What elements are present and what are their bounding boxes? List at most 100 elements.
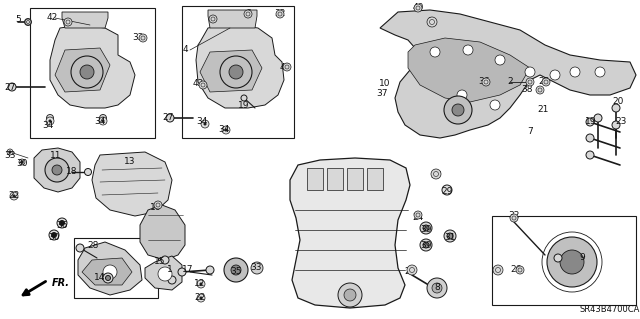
Circle shape — [46, 117, 54, 125]
Bar — [347, 168, 363, 190]
Circle shape — [80, 65, 94, 79]
Text: SR43B4700CA: SR43B4700CA — [580, 306, 640, 315]
Circle shape — [338, 283, 362, 307]
Circle shape — [197, 280, 205, 288]
Circle shape — [414, 4, 422, 12]
Circle shape — [200, 297, 202, 299]
Text: 32: 32 — [132, 33, 144, 42]
Text: 7: 7 — [527, 128, 533, 137]
Text: 26: 26 — [510, 265, 522, 275]
Circle shape — [550, 70, 560, 80]
Polygon shape — [290, 158, 410, 308]
Circle shape — [423, 242, 429, 248]
Circle shape — [536, 86, 544, 94]
Text: 19: 19 — [585, 117, 596, 127]
Circle shape — [570, 67, 580, 77]
Circle shape — [168, 276, 176, 284]
Circle shape — [45, 158, 69, 182]
Circle shape — [493, 265, 503, 275]
Circle shape — [47, 115, 54, 122]
Circle shape — [447, 233, 453, 239]
Text: 22: 22 — [195, 293, 205, 302]
Bar — [74, 238, 158, 298]
Circle shape — [510, 214, 518, 222]
Circle shape — [231, 265, 241, 275]
Circle shape — [490, 100, 500, 110]
Circle shape — [49, 120, 51, 122]
Polygon shape — [50, 25, 135, 108]
Text: 26: 26 — [404, 268, 416, 277]
Circle shape — [161, 256, 169, 264]
Circle shape — [414, 211, 422, 219]
Text: 4: 4 — [182, 46, 188, 55]
Text: 1: 1 — [167, 265, 173, 275]
Polygon shape — [145, 256, 182, 290]
Circle shape — [197, 294, 205, 302]
Circle shape — [222, 126, 230, 134]
Circle shape — [444, 230, 456, 242]
Circle shape — [344, 289, 356, 301]
Circle shape — [595, 67, 605, 77]
Polygon shape — [196, 24, 284, 108]
Text: 20: 20 — [612, 98, 624, 107]
Text: 19: 19 — [238, 101, 250, 110]
Circle shape — [10, 192, 18, 200]
Polygon shape — [78, 242, 142, 295]
Circle shape — [51, 233, 56, 238]
Polygon shape — [208, 10, 257, 28]
Text: 2: 2 — [507, 78, 513, 86]
Circle shape — [225, 129, 227, 131]
Circle shape — [560, 250, 584, 274]
Polygon shape — [62, 12, 108, 28]
Circle shape — [19, 159, 25, 165]
Circle shape — [7, 149, 13, 155]
Circle shape — [76, 244, 84, 252]
Text: 6: 6 — [245, 10, 251, 19]
Text: 27: 27 — [163, 113, 173, 122]
Circle shape — [57, 218, 67, 228]
Circle shape — [209, 15, 217, 23]
Polygon shape — [140, 205, 185, 260]
Circle shape — [60, 220, 65, 226]
Text: 32: 32 — [508, 211, 520, 220]
Circle shape — [24, 19, 31, 26]
Circle shape — [423, 225, 429, 231]
Text: 29: 29 — [442, 188, 452, 197]
Circle shape — [427, 278, 447, 298]
Text: FR.: FR. — [52, 278, 70, 288]
Text: 34: 34 — [42, 122, 54, 130]
Text: 14: 14 — [94, 273, 106, 283]
Circle shape — [526, 78, 534, 86]
Text: 36: 36 — [56, 221, 68, 231]
Circle shape — [251, 262, 263, 274]
Bar — [30, 8, 155, 138]
Text: 42: 42 — [46, 13, 58, 23]
Circle shape — [220, 56, 252, 88]
Text: 24: 24 — [412, 213, 424, 222]
Circle shape — [283, 63, 291, 71]
Text: 25: 25 — [538, 78, 550, 86]
Circle shape — [20, 161, 23, 163]
Text: 11: 11 — [51, 151, 61, 160]
Text: 5: 5 — [15, 16, 21, 25]
Text: 22: 22 — [8, 191, 20, 201]
Circle shape — [103, 265, 117, 279]
Polygon shape — [82, 258, 132, 285]
Circle shape — [442, 185, 452, 195]
Bar — [492, 216, 636, 305]
Polygon shape — [34, 148, 80, 192]
Circle shape — [25, 19, 31, 25]
Circle shape — [554, 254, 562, 262]
Circle shape — [139, 34, 147, 42]
Circle shape — [594, 114, 602, 122]
Circle shape — [229, 65, 243, 79]
Text: 10: 10 — [380, 78, 391, 87]
Polygon shape — [92, 152, 172, 216]
Circle shape — [463, 45, 473, 55]
Text: 15: 15 — [154, 257, 166, 266]
Circle shape — [482, 78, 490, 86]
Polygon shape — [55, 48, 110, 92]
Circle shape — [206, 266, 214, 274]
Circle shape — [444, 96, 472, 124]
Text: 9: 9 — [579, 254, 585, 263]
